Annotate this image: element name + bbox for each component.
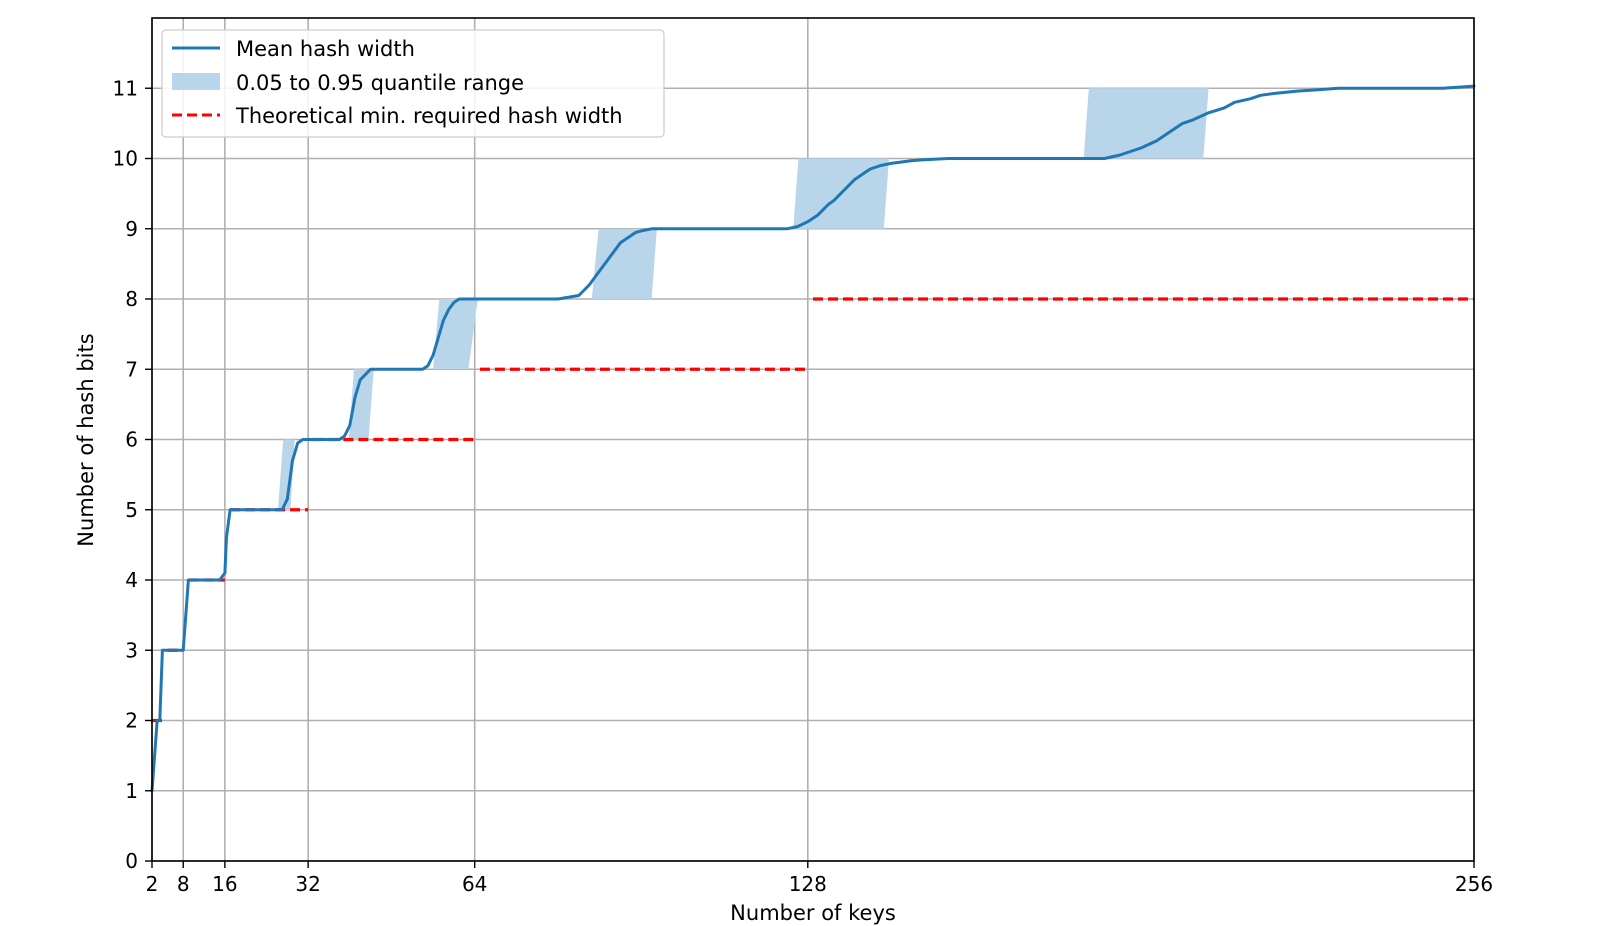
y-tick-label-7: 7 [125,357,138,381]
y-tick-label-9: 9 [125,217,138,241]
x-axis-ticks: 2 8 16 32 64 128 256 [146,861,1493,896]
y-tick-label-0: 0 [125,849,138,873]
x-tick-label-128: 128 [789,872,827,896]
y-tick-label-1: 1 [125,779,138,803]
y-axis-ticks: 0 1 2 3 4 5 6 7 8 9 10 11 [113,76,152,873]
quantile-band-1 [348,369,374,440]
y-tick-label-4: 4 [125,568,138,592]
legend-band-swatch [172,73,220,90]
legend-theory-label: Theoretical min. required hash width [235,104,623,128]
mean-line [150,84,1476,793]
y-tick-label-10: 10 [113,147,138,171]
x-tick-label-8: 8 [177,872,190,896]
y-axis-title: Number of hash bits [74,333,98,546]
quantile-band-5 [1083,88,1209,159]
y-tick-label-5: 5 [125,498,138,522]
mean-line-layer [150,84,1476,793]
x-tick-label-16: 16 [212,872,237,896]
quantile-band-3 [591,228,657,299]
quantile-band-0 [277,439,295,510]
legend-band-label: 0.05 to 0.95 quantile range [236,71,524,95]
legend-box [161,29,665,138]
y-tick-label-8: 8 [125,287,138,311]
legend: Mean hash width 0.05 to 0.95 quantile ra… [161,29,665,138]
legend-mean-label: Mean hash width [236,37,415,61]
y-tick-label-2: 2 [125,709,138,733]
y-tick-label-6: 6 [125,428,138,452]
y-tick-label-11: 11 [113,76,138,100]
x-tick-label-256: 256 [1455,872,1493,896]
x-axis-title: Number of keys [730,901,896,925]
x-tick-label-64: 64 [462,872,487,896]
x-tick-label-2: 2 [146,872,159,896]
x-tick-label-32: 32 [295,872,320,896]
y-tick-label-3: 3 [125,638,138,662]
